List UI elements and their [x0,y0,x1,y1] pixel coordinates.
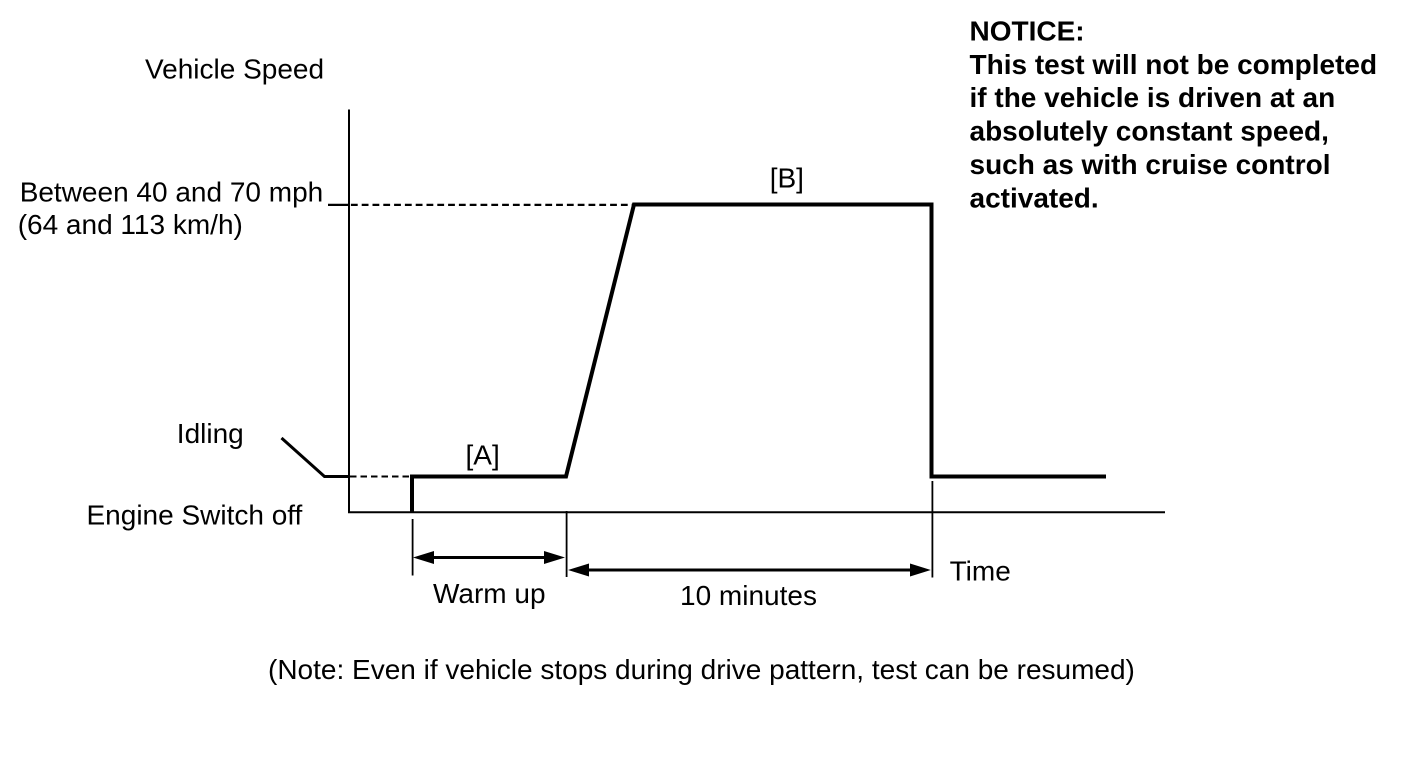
svg-text:Between 40 and 70 mph: Between 40 and 70 mph [20,177,324,208]
svg-text:(Note: Even if vehicle stops d: (Note: Even if vehicle stops during driv… [268,654,1135,685]
svg-text:NOTICE:: NOTICE: [970,15,1085,46]
svg-text:This test will not be complete: This test will not be completed [970,49,1378,80]
svg-text:10 minutes: 10 minutes [680,580,817,611]
svg-text:[A]: [A] [466,440,500,471]
svg-text:if the vehicle is driven at an: if the vehicle is driven at an [970,82,1336,113]
svg-text:Warm up: Warm up [433,578,546,609]
svg-text:Time: Time [950,555,1011,586]
svg-text:activated.: activated. [970,182,1099,213]
svg-text:Idling: Idling [177,418,244,449]
svg-text:Engine Switch off: Engine Switch off [87,499,303,530]
svg-text:Vehicle Speed: Vehicle Speed [145,54,324,85]
svg-text:[B]: [B] [770,162,804,193]
svg-text:(64 and 113 km/h): (64 and 113 km/h) [18,209,243,240]
svg-text:such as with cruise control: such as with cruise control [970,149,1331,180]
svg-text:absolutely constant speed,: absolutely constant speed, [970,116,1329,147]
